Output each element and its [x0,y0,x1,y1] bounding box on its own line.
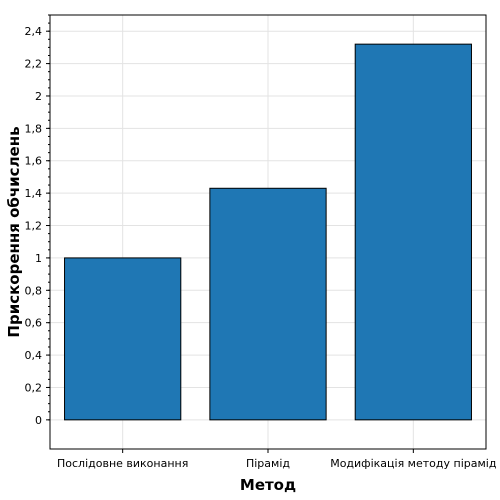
x-tick-label: Модифікація методу пірамід [330,457,497,470]
y-tick-label: 0 [35,414,42,427]
bars [64,43,472,421]
x-axis-title: Метод [240,476,296,494]
x-tick-label: Пірамід [246,457,290,470]
x-axis-ticks: Послідовне виконання Пірамід Модифікація м… [57,449,497,470]
bar [64,257,182,421]
bar [209,187,327,421]
y-tick-label: 1,4 [25,187,43,200]
x-tick-label: Послідовне виконання [57,457,188,470]
y-tick-label: 1,8 [25,122,43,135]
bar [354,43,472,421]
y-axis-title: Прискорення обчислень [5,126,23,337]
y-tick-label: 1,2 [25,220,43,233]
y-tick-label: 0,2 [25,381,43,394]
y-tick-label: 2,4 [25,25,43,38]
y-tick-label: 0,8 [25,284,43,297]
y-tick-label: 0,4 [25,349,43,362]
y-axis-ticks: 0 0,2 0,4 0,6 0,8 1 1,2 1,4 1,6 1,8 2 2,2 2,4 [25,14,50,427]
y-tick-label: 2,2 [25,58,43,71]
y-tick-label: 2 [35,90,42,103]
y-tick-label: 1 [35,252,42,265]
y-tick-label: 1,6 [25,155,43,168]
y-tick-label: 0,6 [25,317,43,330]
